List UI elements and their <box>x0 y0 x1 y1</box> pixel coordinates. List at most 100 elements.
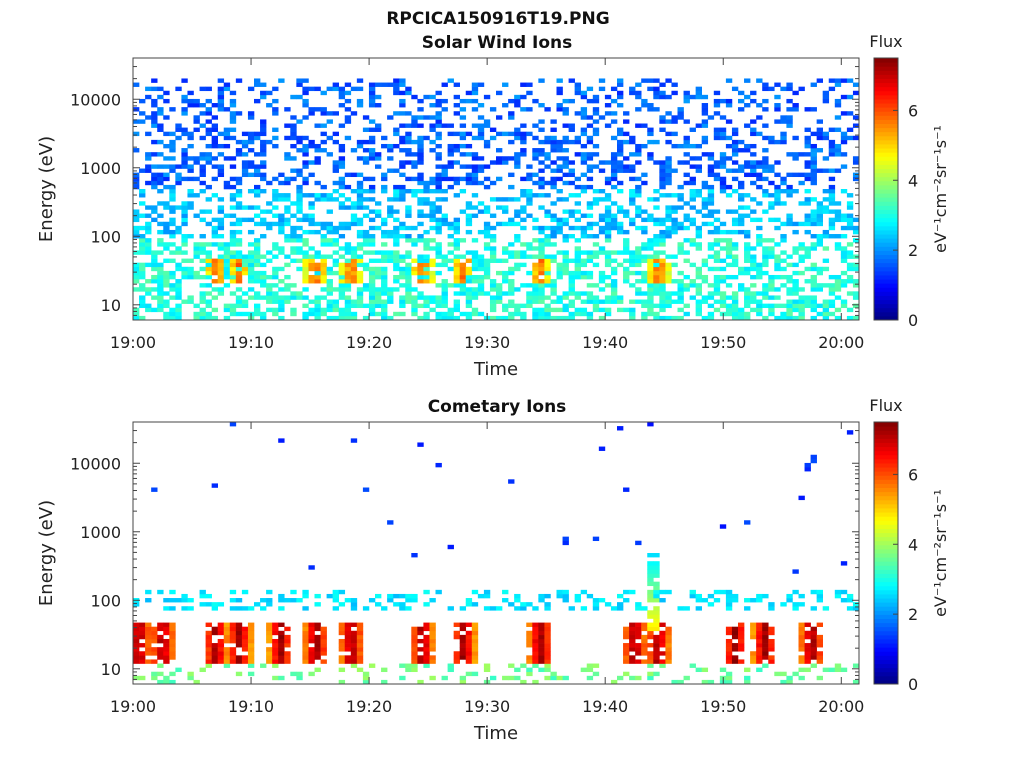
heatmap-cell <box>719 299 727 304</box>
heatmap-cell <box>641 647 648 652</box>
heatmap-cell <box>713 135 721 141</box>
heatmap-cell <box>647 131 654 137</box>
heatmap-cell <box>284 209 291 214</box>
heatmap-cell <box>435 254 442 259</box>
heatmap-cell <box>514 266 521 272</box>
heatmap-cell <box>350 205 358 210</box>
heatmap-cell <box>786 189 793 194</box>
heatmap-cell <box>653 585 660 591</box>
heatmap-cell <box>762 86 769 92</box>
heatmap-cell <box>756 638 763 644</box>
heatmap-cell <box>538 634 545 640</box>
heatmap-cell <box>169 205 176 210</box>
heatmap-cell <box>810 454 817 460</box>
heatmap-cell <box>417 655 424 660</box>
heatmap-cell <box>750 217 757 223</box>
heatmap-cell <box>810 663 817 668</box>
heatmap-cell <box>598 168 606 173</box>
heatmap-cell <box>465 221 473 227</box>
heatmap-cell <box>556 225 563 231</box>
heatmap-cell <box>840 258 848 263</box>
heatmap-cell <box>846 274 854 280</box>
heatmap-cell <box>804 299 811 304</box>
heatmap-cell <box>181 160 188 165</box>
heatmap-cell <box>586 299 594 304</box>
heatmap-cell <box>338 622 346 627</box>
heatmap-cell <box>695 94 702 100</box>
heatmap-cell <box>641 98 648 104</box>
heatmap-cell <box>199 135 206 141</box>
heatmap-cell <box>314 303 321 309</box>
heatmap-cell <box>211 651 218 656</box>
heatmap-cell <box>744 311 751 317</box>
heatmap-cell <box>671 143 678 149</box>
y-tick-label: 1000 <box>80 159 121 178</box>
heatmap-cell <box>235 217 243 223</box>
heatmap-cell <box>193 98 200 104</box>
heatmap-cell <box>792 315 799 321</box>
heatmap-cell <box>804 152 811 157</box>
heatmap-cell <box>139 634 146 640</box>
heatmap-cell <box>471 82 479 87</box>
heatmap-cell <box>738 184 745 190</box>
heatmap-cell <box>241 217 249 223</box>
heatmap-cell <box>635 254 642 259</box>
heatmap-cell <box>169 287 176 292</box>
heatmap-cell <box>314 262 321 268</box>
heatmap-cell <box>387 234 394 239</box>
heatmap-cell <box>235 254 243 259</box>
heatmap-cell <box>284 659 291 664</box>
heatmap-cell <box>272 213 279 218</box>
heatmap-cell <box>350 172 358 178</box>
heatmap-cell <box>314 86 321 92</box>
heatmap-cell <box>459 606 467 611</box>
heatmap-cell <box>508 303 515 309</box>
heatmap-cell <box>362 315 370 321</box>
heatmap-cell <box>701 139 709 145</box>
heatmap-cell <box>441 311 448 317</box>
heatmap-cell <box>653 598 660 603</box>
heatmap-cell <box>719 135 727 141</box>
heatmap-cell <box>441 172 448 178</box>
heatmap-cell <box>350 638 358 644</box>
heatmap-cell <box>598 307 606 313</box>
heatmap-cell <box>471 634 479 640</box>
heatmap-cell <box>157 229 164 235</box>
heatmap-cell <box>145 303 152 309</box>
heatmap-cell <box>538 176 545 182</box>
heatmap-cell <box>586 86 594 92</box>
heatmap-cell <box>725 78 733 83</box>
heatmap-cell <box>205 270 212 276</box>
heatmap-cell <box>344 258 352 263</box>
heatmap-cell <box>368 139 376 145</box>
heatmap-cell <box>689 589 696 595</box>
colorbar-segment <box>874 643 898 648</box>
heatmap-cell <box>635 279 642 284</box>
heatmap-cell <box>356 295 364 300</box>
heatmap-cell <box>447 544 454 550</box>
heatmap-cell <box>260 283 267 288</box>
heatmap-cell <box>756 299 763 304</box>
heatmap-cell <box>145 115 152 120</box>
heatmap-cell <box>556 197 563 202</box>
heatmap-cell <box>852 115 860 120</box>
heatmap-cell <box>707 266 715 272</box>
heatmap-cell <box>623 238 630 243</box>
heatmap-cell <box>526 176 533 182</box>
heatmap-cell <box>417 176 424 182</box>
heatmap-cell <box>508 172 515 178</box>
heatmap-cell <box>502 315 509 321</box>
heatmap-cell <box>671 225 678 231</box>
heatmap-cell <box>417 197 424 202</box>
heatmap-cell <box>635 270 642 276</box>
heatmap-cell <box>738 164 745 169</box>
heatmap-cell <box>169 197 176 202</box>
heatmap-cell <box>241 266 249 272</box>
y-axis-label: Energy (eV) <box>36 136 57 242</box>
heatmap-cell <box>629 90 636 96</box>
heatmap-cell <box>822 229 830 235</box>
heatmap-cell <box>205 254 212 259</box>
heatmap-cell <box>338 160 346 165</box>
heatmap-cell <box>508 217 515 223</box>
heatmap-cell <box>290 225 297 231</box>
